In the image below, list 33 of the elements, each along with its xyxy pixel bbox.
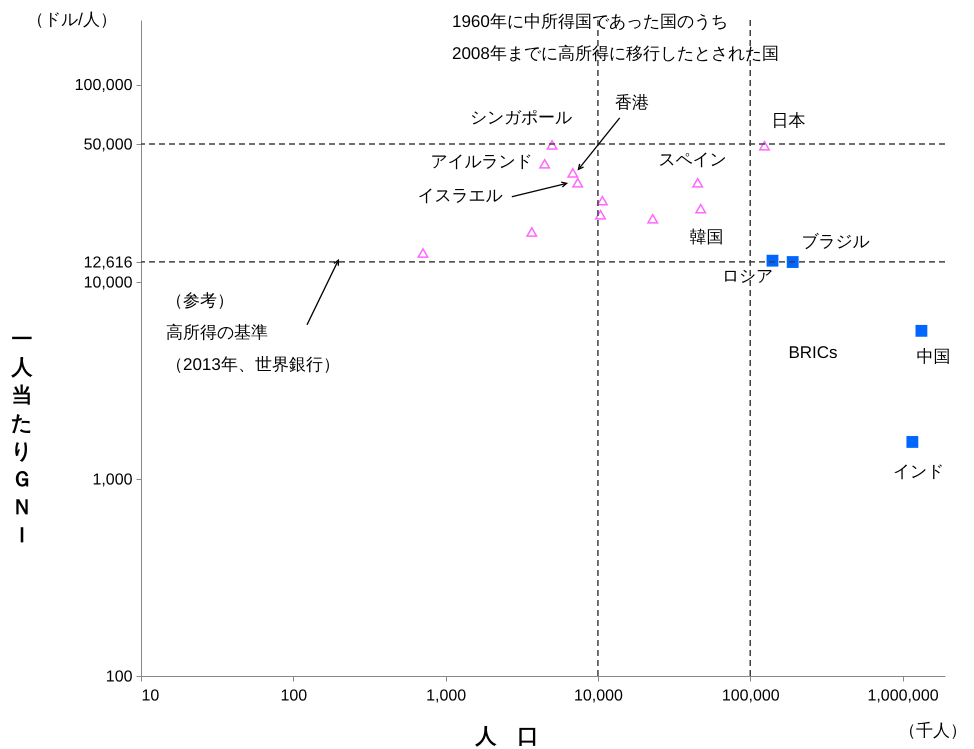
annotation: アイルランド — [430, 152, 533, 171]
x-tick-label: 100 — [280, 688, 308, 704]
y-tick-label: 100,000 — [74, 77, 133, 94]
y-tick-label: 1,000 — [92, 471, 133, 488]
annotation: イスラエル — [418, 186, 502, 205]
annotation: スペイン — [658, 150, 727, 169]
annotation: 1960年に中所得国であった国のうち — [452, 12, 728, 31]
annotation: シンガポール — [470, 108, 572, 127]
x-tick-label: 100,000 — [722, 688, 780, 704]
annotation: 香港 — [614, 92, 649, 112]
text: （千人） — [899, 721, 967, 740]
annotation: 韓国 — [690, 228, 724, 247]
x-tick-label: 1,000,000 — [867, 688, 939, 704]
annotation: （参考） — [166, 291, 234, 310]
annotation: 中国 — [916, 346, 950, 366]
annotation: 2008年までに高所得に移行したとされた国 — [452, 44, 779, 63]
x-axis-title: 人 口 — [474, 725, 538, 748]
x-tick-label: 10 — [142, 688, 160, 704]
y-tick-label: 12,616 — [84, 254, 133, 272]
y-axis-title: 一人当たりＧＮＩ — [10, 328, 34, 547]
y-tick-label: 100 — [106, 668, 133, 686]
x-tick-label: 1,000 — [426, 688, 466, 704]
y-tick-label: 50,000 — [84, 136, 133, 154]
annotation: 高所得の基準 — [166, 323, 268, 342]
annotation: BRICs — [788, 343, 838, 362]
annotation: （2013年、世界銀行） — [166, 355, 340, 374]
text: （ドル/人） — [27, 10, 117, 29]
annotation: 日本 — [771, 110, 806, 130]
y-tick-label: 10,000 — [84, 274, 133, 292]
x-tick-label: 10,000 — [574, 688, 623, 704]
annotation: ロシア — [722, 266, 773, 286]
annotation: インド — [892, 462, 944, 481]
annotation: ブラジル — [802, 232, 870, 252]
